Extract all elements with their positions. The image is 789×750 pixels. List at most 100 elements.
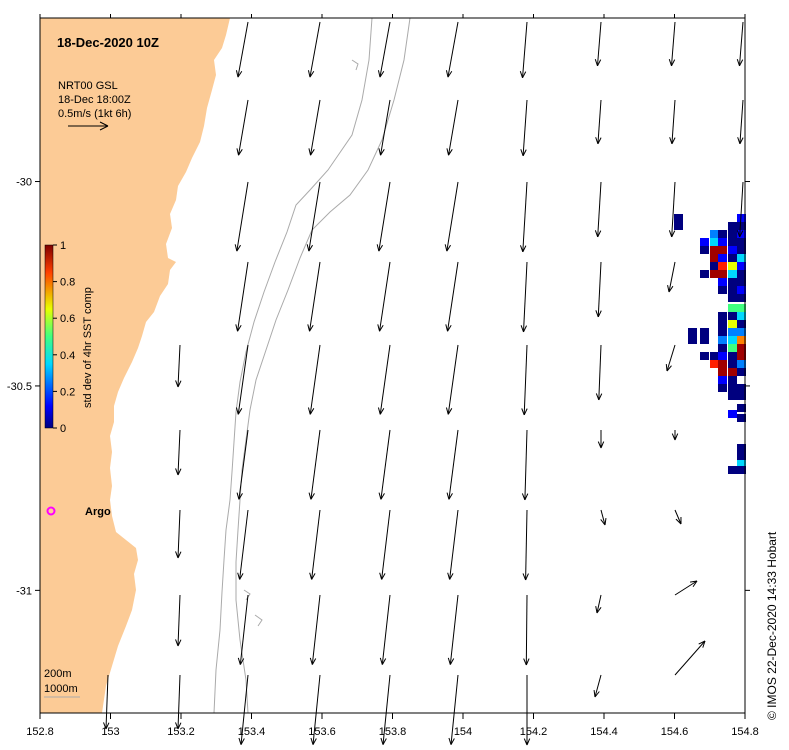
sst-pixel	[728, 246, 737, 254]
current-vector	[595, 99, 602, 145]
current-vector	[522, 509, 529, 581]
credit-text: © IMOS 22-Dec-2020 14:33 Hobart	[765, 531, 779, 720]
current-vector	[237, 594, 249, 665]
current-vector	[235, 21, 249, 78]
x-tick-label: 153	[101, 726, 119, 738]
colorbar-ticks: 1 0.8 0.6 0.4 0.2 0	[53, 240, 75, 435]
x-tick-label: 154.4	[590, 726, 618, 738]
current-vector	[737, 99, 744, 145]
sst-pixel	[737, 294, 746, 302]
sst-pixel	[718, 328, 727, 336]
sst-pixel	[737, 460, 746, 468]
sst-pixel	[728, 270, 737, 278]
x-axis: 152.8 153 153.2 153.4 153.6 153.8 154 154.2 154.…	[26, 14, 759, 738]
land-mass	[40, 18, 230, 713]
contour-200m	[213, 18, 373, 713]
y-tick-label: -30	[16, 177, 32, 189]
x-tick-label: 152.8	[26, 726, 54, 738]
sst-pixel	[728, 294, 737, 302]
x-tick-label: 153.6	[308, 726, 336, 738]
sst-pixel	[728, 304, 737, 312]
current-vector	[308, 429, 321, 500]
sst-pixel	[718, 344, 727, 352]
sst-pixel	[737, 414, 746, 422]
current-vector	[594, 181, 602, 238]
sst-pixel	[718, 230, 727, 238]
sst-pixel	[728, 312, 737, 320]
sst-pixel	[710, 262, 719, 270]
sst-pixel	[737, 246, 746, 254]
current-vector	[667, 261, 676, 293]
sst-pixel	[737, 360, 746, 368]
current-vector	[309, 509, 321, 580]
sst-pixel	[737, 466, 746, 474]
sst-pixel	[728, 320, 737, 328]
current-vector	[310, 674, 321, 745]
current-vector	[238, 674, 249, 745]
sst-pixel	[728, 238, 737, 246]
current-vector	[235, 261, 249, 332]
depth-legend-1000m: 1000m	[44, 683, 78, 695]
sst-pixel	[710, 230, 719, 238]
x-tick-label: 153.4	[238, 726, 266, 738]
current-vector	[175, 594, 182, 647]
sst-pixel	[718, 278, 727, 286]
x-tick-label: 154	[454, 726, 472, 738]
sst-pixel	[700, 328, 709, 336]
current-vector	[520, 261, 528, 333]
sst-pixel	[737, 368, 746, 376]
sst-pixel	[718, 238, 727, 246]
current-vector	[447, 594, 459, 665]
vector-time: 18-Dec 18:00Z	[58, 94, 131, 106]
sst-pixel	[674, 222, 683, 230]
current-vector	[379, 509, 391, 580]
current-vector	[237, 509, 249, 580]
sst-pixel	[710, 254, 719, 262]
sst-pixel	[718, 384, 727, 392]
sst-pixel	[737, 392, 746, 400]
sst-pixel	[737, 254, 746, 262]
sst-pixel	[700, 336, 709, 344]
sst-pixel	[737, 444, 746, 452]
sst-pixel	[728, 262, 737, 270]
sst-pixel	[728, 392, 737, 400]
current-vector	[103, 674, 110, 730]
current-vector	[446, 99, 459, 156]
current-vector	[377, 344, 391, 415]
sst-pixel	[688, 336, 697, 344]
current-vector	[376, 181, 391, 252]
current-vector	[665, 344, 676, 372]
sst-pixel	[674, 214, 683, 222]
current-vector	[521, 429, 529, 501]
current-vector	[668, 21, 676, 67]
current-vector	[378, 99, 391, 156]
depth-legend-200m: 200m	[44, 668, 72, 680]
colorbar-tick-label: 0.2	[60, 386, 75, 398]
current-vector	[378, 429, 391, 500]
current-vector	[377, 21, 391, 78]
current-vector	[307, 21, 321, 78]
current-vector	[595, 344, 603, 401]
sst-pixel	[737, 320, 746, 328]
sst-pixel	[728, 376, 737, 384]
sst-pixel	[737, 384, 746, 392]
sst-pixel	[728, 286, 737, 294]
current-vector	[523, 675, 531, 746]
current-vector	[309, 594, 321, 665]
sst-pixel	[737, 404, 746, 412]
sst-pixel	[737, 278, 746, 286]
sst-pixel	[710, 352, 719, 360]
sst-pixel	[718, 320, 727, 328]
sst-pixel	[710, 360, 719, 368]
sst-pixel	[728, 360, 737, 368]
y-tick-label: -31	[16, 585, 32, 597]
sst-pixel	[718, 360, 727, 368]
sst-pixel	[700, 238, 709, 246]
colorbar-tick-label: 1	[60, 240, 66, 252]
sst-pixel	[737, 214, 746, 222]
colorbar-tick-label: 0.4	[60, 350, 75, 362]
sst-pixel	[718, 368, 727, 376]
current-vector	[593, 674, 602, 698]
sst-pixel	[718, 254, 727, 262]
sst-pixel	[710, 246, 719, 254]
